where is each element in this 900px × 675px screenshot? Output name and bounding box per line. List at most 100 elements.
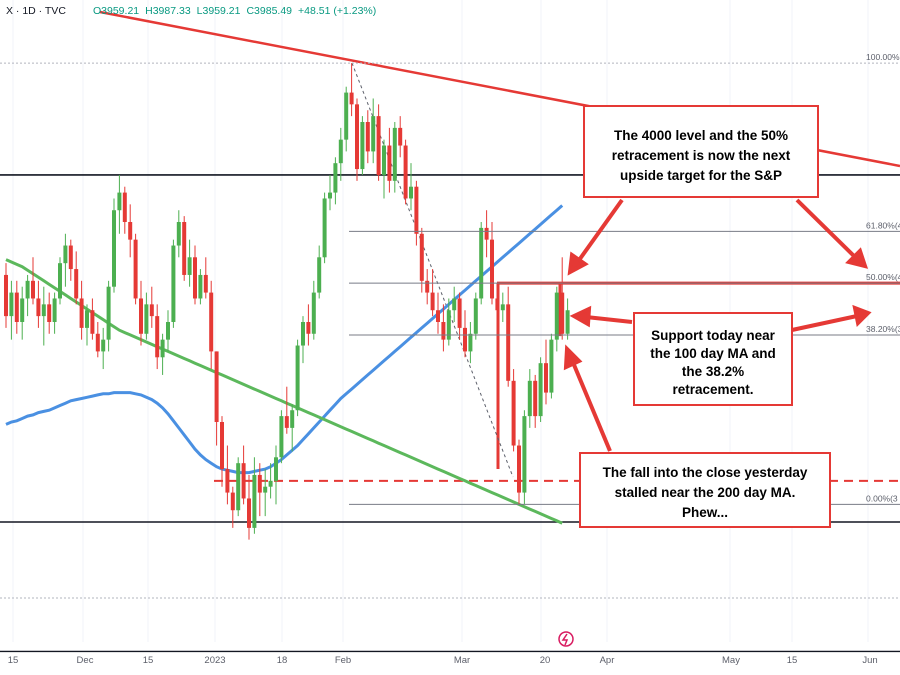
candle-body-79 bbox=[430, 292, 435, 311]
candle-body-42 bbox=[230, 492, 235, 511]
support-callout bbox=[633, 312, 793, 406]
candle-body-9 bbox=[52, 298, 57, 322]
candle-body-90 bbox=[490, 239, 494, 299]
arrow-to-ma200 bbox=[570, 359, 612, 452]
candle-body-70 bbox=[382, 145, 386, 175]
support-callout-line-2: the 100 day MA and bbox=[650, 346, 776, 361]
candle-body-41 bbox=[225, 469, 230, 493]
candle-body-12 bbox=[68, 245, 73, 270]
candle-body-40 bbox=[220, 422, 224, 470]
time-tick-0: 15 bbox=[8, 655, 19, 666]
candle-body-36 bbox=[198, 274, 203, 299]
candle-body-31 bbox=[171, 245, 176, 322]
candle-body-45 bbox=[247, 498, 251, 528]
time-tick-1: Dec bbox=[77, 655, 94, 666]
candle-body-52 bbox=[284, 416, 289, 428]
candle-body-73 bbox=[398, 127, 403, 146]
time-axis: 15 Dec 15 2023 18 Feb Mar 20 Apr May 15 Jun bbox=[8, 655, 878, 666]
close-value: C3985.49 bbox=[246, 5, 292, 17]
fall-callout-line-3: Phew... bbox=[682, 505, 728, 520]
candle-body-95 bbox=[517, 445, 521, 493]
support-callout-line-4: retracement. bbox=[672, 382, 753, 397]
time-tick-9: May bbox=[722, 655, 740, 666]
high-value: H3987.33 bbox=[145, 5, 191, 17]
candle-body-65 bbox=[355, 104, 359, 170]
fib-label-1: 61.80%(4 bbox=[866, 220, 900, 230]
candle-body-15 bbox=[85, 310, 89, 328]
candle-body-69 bbox=[376, 116, 381, 175]
candle-body-24 bbox=[133, 239, 138, 299]
moving-average-100-line bbox=[5, 204, 564, 475]
candle-body-100 bbox=[544, 363, 548, 393]
candle-body-26 bbox=[144, 304, 149, 334]
support-callout-line-3: the 38.2% bbox=[682, 364, 744, 379]
candle-body-78 bbox=[425, 280, 430, 293]
candle-body-74 bbox=[403, 145, 408, 199]
target-callout-line-3: upside target for the S&P bbox=[620, 168, 782, 183]
candle-body-59 bbox=[322, 198, 327, 258]
candle-body-32 bbox=[176, 222, 181, 246]
candle-body-86 bbox=[468, 333, 473, 352]
fall-callout-line-1: The fall into the close yesterday bbox=[603, 465, 808, 480]
candle-body-13 bbox=[74, 269, 79, 299]
arrow-to-50pct-right-head bbox=[845, 247, 869, 269]
candle-body-1 bbox=[9, 292, 14, 317]
low-value: L3959.21 bbox=[197, 5, 241, 17]
fib-label-4: 0.00%(3 bbox=[866, 493, 898, 503]
candle-body-28 bbox=[155, 316, 160, 358]
candle-body-57 bbox=[311, 292, 316, 334]
fib-label-3: 38.20%(3 bbox=[866, 324, 900, 334]
candle-body-47 bbox=[257, 474, 262, 493]
candle-body-98 bbox=[533, 380, 538, 417]
candle-body-54 bbox=[295, 345, 300, 411]
candle-body-29 bbox=[160, 339, 165, 358]
candle-body-85 bbox=[463, 327, 467, 352]
candle-body-103 bbox=[560, 292, 565, 334]
fall-callout-line-2: stalled near the 200 day MA. bbox=[615, 485, 796, 500]
target-callout-line-1: The 4000 level and the 50% bbox=[614, 128, 788, 143]
candle-body-53 bbox=[290, 410, 295, 428]
candle-body-51 bbox=[279, 416, 284, 458]
candle-body-17 bbox=[95, 333, 100, 352]
candle-body-43 bbox=[236, 463, 241, 511]
trendlines bbox=[99, 10, 900, 478]
symbol-header: X · 1D · TVC O3959.21 H3987.33 L3959.21 C39… bbox=[6, 5, 376, 17]
candle-body-22 bbox=[122, 192, 127, 222]
candle-body-2 bbox=[14, 292, 19, 322]
candle-body-10 bbox=[58, 263, 62, 299]
annotations: The 4000 level and the 50% retracement i… bbox=[563, 105, 872, 528]
candle-body-82 bbox=[446, 310, 451, 340]
candle-body-46 bbox=[252, 474, 257, 528]
candle-body-80 bbox=[436, 310, 440, 322]
candle-body-62 bbox=[338, 139, 343, 164]
candle-body-35 bbox=[193, 257, 197, 299]
change-value: +48.51 (+1.23%) bbox=[298, 5, 376, 17]
candle-body-0 bbox=[4, 274, 8, 317]
candle-body-34 bbox=[187, 257, 192, 275]
replay-icon[interactable] bbox=[558, 631, 574, 647]
candle-body-92 bbox=[500, 304, 505, 311]
candle-body-88 bbox=[479, 227, 484, 299]
candle-body-96 bbox=[522, 416, 527, 493]
candle-body-104 bbox=[565, 310, 570, 334]
candle-body-50 bbox=[274, 457, 278, 481]
candle-body-97 bbox=[527, 380, 532, 417]
target-callout bbox=[583, 105, 819, 198]
support-callout-line-1: Support today near bbox=[651, 328, 776, 343]
time-tick-8: Apr bbox=[600, 655, 615, 666]
candle-body-67 bbox=[365, 122, 370, 152]
candle-body-66 bbox=[360, 122, 365, 170]
candle-body-38 bbox=[209, 292, 214, 352]
time-tick-11: Jun bbox=[862, 655, 877, 666]
candle-body-56 bbox=[306, 322, 311, 334]
candle-body-18 bbox=[101, 339, 106, 352]
candle-body-94 bbox=[511, 380, 516, 446]
time-tick-3: 2023 bbox=[204, 655, 225, 666]
arrow-to-382-head bbox=[852, 304, 872, 328]
candle-body-25 bbox=[139, 298, 143, 334]
candle-body-61 bbox=[333, 163, 338, 193]
arrow-to-50pct-left-head bbox=[567, 251, 589, 276]
candle-body-55 bbox=[301, 322, 305, 346]
